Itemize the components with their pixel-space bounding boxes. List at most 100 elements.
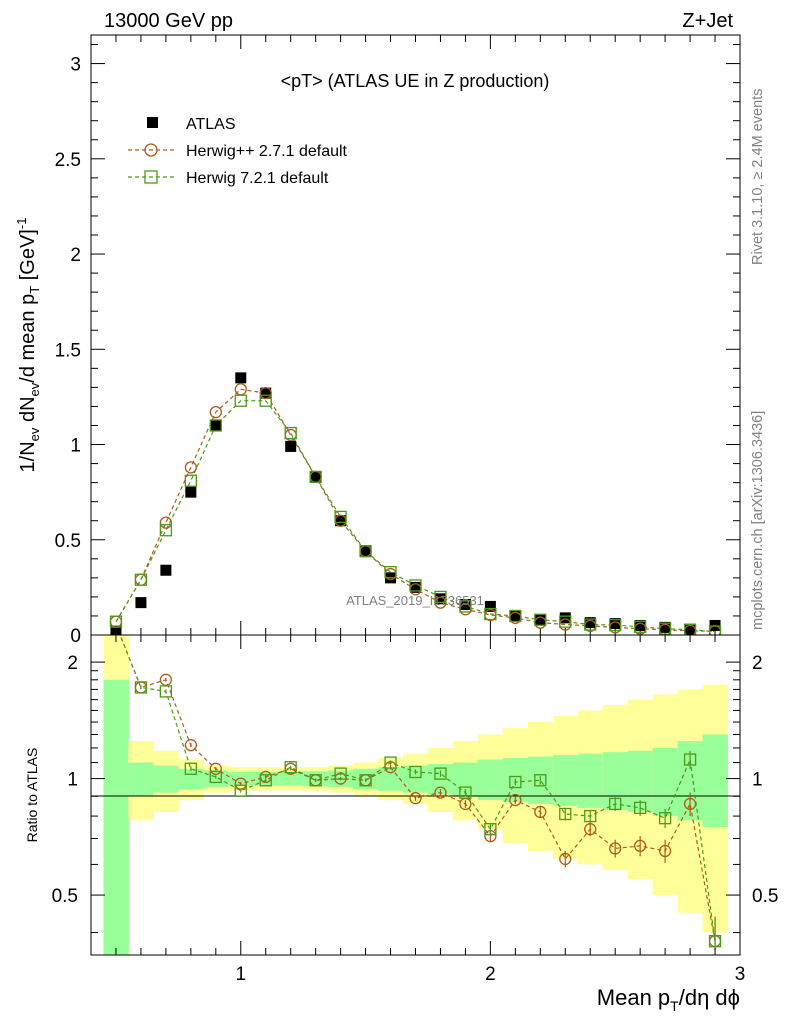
herwig7-point bbox=[134, 573, 148, 586]
atlas-point bbox=[509, 610, 521, 622]
energy-label: 13000 GeV pp bbox=[104, 10, 233, 32]
ratio-ylabel: Ratio to ATLAS bbox=[24, 748, 40, 843]
herwig7-point bbox=[284, 426, 297, 440]
ratio-panel: 0.5 0.5 1 1 2 2 1 2 3 Ratio to ATLAS Mean pT/dη … bbox=[24, 634, 778, 1014]
ratio-point-herwig7 bbox=[434, 767, 447, 780]
ratio-point-herwigpp bbox=[559, 852, 572, 866]
ratio-point-herwig7 bbox=[584, 809, 597, 823]
atlas-point bbox=[634, 619, 646, 631]
ratio-point-herwigpp bbox=[683, 797, 697, 811]
ratio-point-herwig7 bbox=[534, 774, 547, 787]
herwig7-point bbox=[509, 609, 522, 623]
ratio-point-herwigpp bbox=[184, 739, 197, 752]
ratio-point-herwigpp bbox=[509, 793, 522, 807]
ratio-point-herwigpp bbox=[609, 842, 622, 855]
atlas-point bbox=[459, 599, 471, 611]
herwig7-point bbox=[559, 615, 572, 628]
ratio-point-herwigpp bbox=[409, 792, 422, 805]
legend-label-atlas: ATLAS bbox=[186, 116, 236, 133]
herwig7-point bbox=[259, 394, 272, 407]
herwig7-point bbox=[534, 613, 547, 626]
herwig7-point bbox=[309, 470, 322, 484]
atlas-point bbox=[360, 545, 372, 557]
ratio-point-herwig7 bbox=[609, 797, 622, 811]
band-inner-bin bbox=[103, 679, 129, 955]
atlas-point bbox=[185, 486, 197, 498]
herwig7-point bbox=[334, 510, 347, 524]
atlas-point bbox=[684, 624, 696, 635]
band-inner-bin bbox=[153, 765, 179, 793]
herwig7-point bbox=[584, 618, 597, 631]
ratio-point-herwig7 bbox=[683, 753, 697, 766]
atlas-point bbox=[434, 593, 446, 605]
herwig7-point bbox=[609, 618, 622, 632]
herwig7-point bbox=[434, 590, 447, 604]
herwig7-point bbox=[184, 474, 197, 487]
herwig7-point bbox=[658, 622, 672, 635]
band-inner-bin bbox=[652, 747, 679, 817]
herwig7-point bbox=[708, 625, 722, 635]
main-ytick-label: 2.5 bbox=[55, 150, 81, 171]
legend-label-herwigpp: Herwig++ 2.7.1 default bbox=[186, 143, 348, 160]
legend-label-herwig7: Herwig 7.2.1 default bbox=[186, 170, 329, 187]
herwig7-point bbox=[234, 394, 247, 407]
band-inner-bin bbox=[203, 770, 229, 788]
ratio-point-herwig7 bbox=[259, 774, 272, 787]
herwig7-point bbox=[683, 623, 697, 635]
mcplots-label: mcplots.cern.ch [arXiv:1306.3436] bbox=[750, 411, 766, 630]
band-inner-bin bbox=[477, 759, 504, 801]
herwig7-point bbox=[359, 545, 372, 558]
herwigpp-point bbox=[184, 461, 197, 474]
band-inner-bin bbox=[378, 767, 404, 791]
main-ytick-label: 1.5 bbox=[55, 340, 81, 361]
herwig7-point bbox=[634, 620, 647, 633]
ratio-ytick-label: 0.5 bbox=[52, 886, 78, 907]
ratio-point-herwigpp bbox=[209, 762, 222, 775]
ratio-point-herwigpp bbox=[534, 805, 547, 819]
atlas-point bbox=[609, 618, 621, 630]
ratio-point-herwig7 bbox=[459, 786, 472, 799]
band-inner-bin bbox=[278, 771, 304, 786]
atlas-point bbox=[410, 581, 421, 593]
main-curves bbox=[109, 372, 722, 635]
band-inner-bin bbox=[128, 762, 154, 797]
ratio-xtick-label: 1 bbox=[235, 964, 246, 985]
herwig7-point bbox=[409, 579, 422, 592]
herwig7-point bbox=[459, 600, 472, 613]
atlas-point bbox=[160, 564, 172, 576]
herwigpp-point bbox=[209, 405, 222, 419]
ratio-point-herwig7 bbox=[234, 784, 247, 797]
ratio-point-herwigpp bbox=[634, 839, 647, 853]
atlas-point bbox=[584, 617, 596, 629]
ratio-point-herwig7 bbox=[309, 774, 322, 787]
main-ytick-label: 3 bbox=[70, 55, 81, 76]
plot-title-text: <pT> (ATLAS UE in Z production) bbox=[281, 71, 550, 91]
herwigpp-point bbox=[134, 573, 148, 586]
atlas-point bbox=[534, 614, 546, 626]
legend-marker-herwigpp bbox=[144, 143, 158, 157]
main-ytick-label: 2 bbox=[70, 245, 81, 266]
atlas-point bbox=[310, 471, 322, 483]
legend: ATLAS Herwig++ 2.7.1 default Herwig 7.2.… bbox=[128, 116, 348, 187]
ratio-ytick-label: 2 bbox=[67, 653, 78, 674]
herwigpp-point bbox=[259, 386, 272, 400]
atlas-point bbox=[235, 372, 247, 384]
ratio-ytick-label-right: 1 bbox=[752, 770, 763, 791]
ratio-point-herwig7 bbox=[484, 823, 497, 836]
herwig7-point bbox=[384, 565, 397, 579]
x-axis-label: Mean pT/dη dϕ bbox=[597, 985, 740, 1014]
legend-marker-herwig7 bbox=[144, 170, 158, 184]
main-ytick-label: 0 bbox=[70, 626, 81, 647]
ratio-point-herwig7 bbox=[509, 775, 522, 789]
ratio-curves bbox=[119, 635, 722, 951]
process-label: Z+Jet bbox=[682, 10, 733, 32]
ratio-axis-ticks: 0.5 0.5 1 1 2 2 1 2 3 bbox=[52, 635, 778, 985]
atlas-point bbox=[484, 600, 496, 612]
ratio-frame bbox=[90, 634, 741, 956]
ratio-point-herwigpp bbox=[584, 823, 597, 836]
atlas-point bbox=[335, 515, 347, 527]
ratio-point-herwig7 bbox=[658, 812, 672, 825]
ratio-point-herwig7 bbox=[559, 807, 572, 821]
atlas-point bbox=[135, 597, 147, 609]
